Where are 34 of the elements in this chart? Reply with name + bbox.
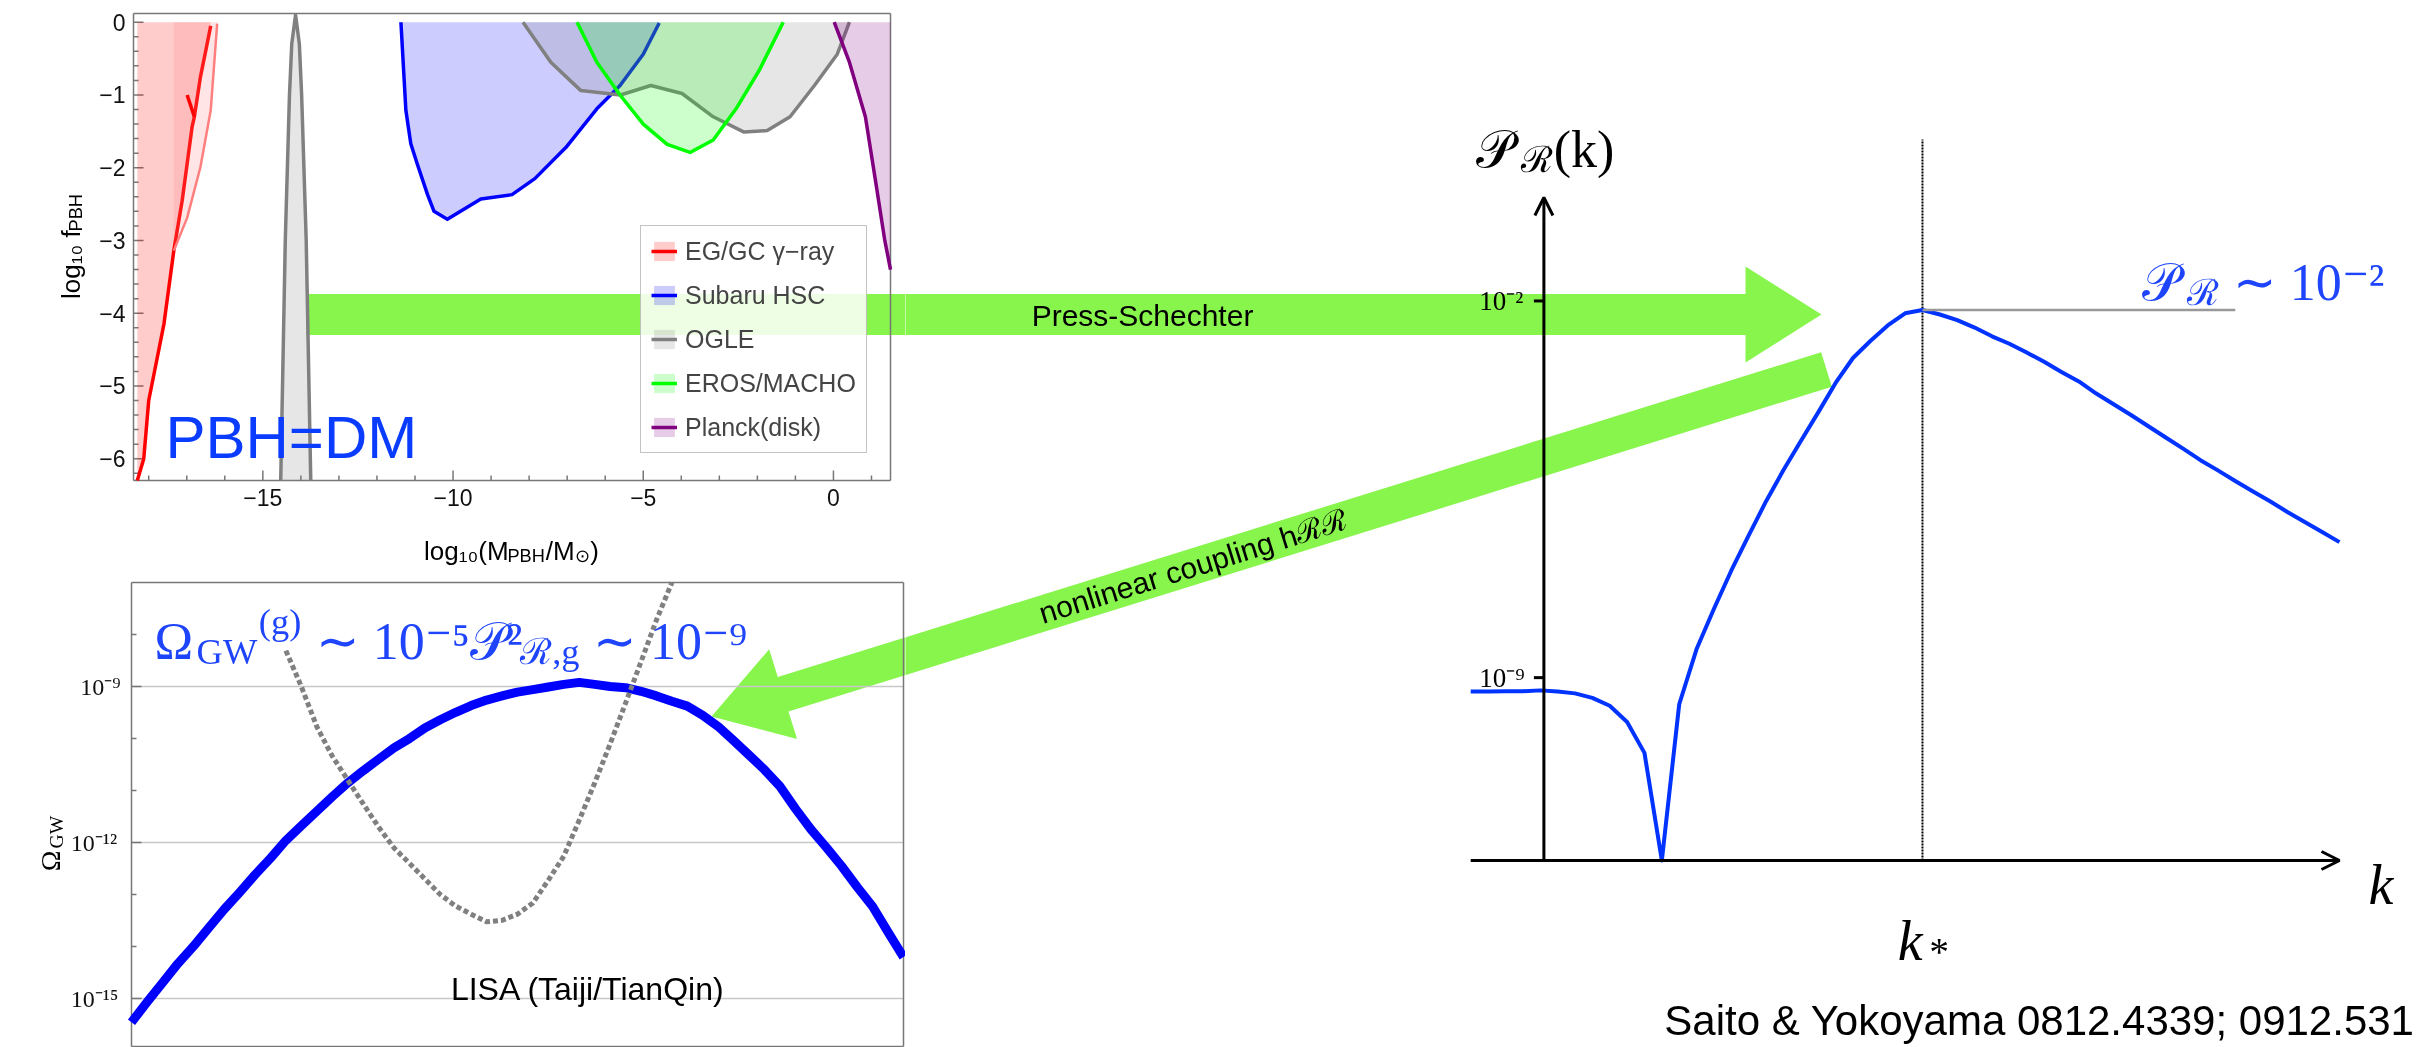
- x-tick-label: −5: [630, 484, 657, 511]
- y-tick-label: −5: [99, 373, 126, 400]
- y-tick-label: −6: [99, 446, 126, 473]
- text: Saito & Yokoyama 0812.4339; 0912.531: [1664, 997, 2414, 1044]
- x-tick-label: −10: [433, 484, 473, 511]
- y-tick-label: −1: [99, 82, 126, 109]
- y-axis-title: ΩGW: [154, 613, 258, 672]
- annotation: 𝒫ℛ ∼ 10⁻²: [2141, 254, 2385, 313]
- y-axis-title: log₁₀ fPBH: [55, 194, 86, 300]
- y-tick-label: −3: [99, 227, 126, 254]
- x-axis-title: log₁₀(MPBH/M⊙): [424, 535, 599, 566]
- y-tick-label: 10⁻⁹: [80, 673, 121, 700]
- y-tick-label: 10⁻¹²: [70, 829, 118, 856]
- y-tick-label: 10⁻²: [1479, 285, 1524, 316]
- text: (g) ∼ 10⁻⁵𝒫²ℛ,g ∼ 10⁻⁹: [258, 601, 748, 672]
- annotation: PBH=DM: [165, 404, 418, 471]
- y-tick-label: 10⁻⁹: [1479, 662, 1525, 693]
- x-tick-label: k*: [1897, 909, 1948, 974]
- legend-label: Planck(disk): [685, 412, 822, 442]
- legend-label: Subaru HSC: [685, 280, 826, 310]
- x-axis-title: k: [2368, 853, 2395, 916]
- y-tick-label: −4: [99, 300, 126, 327]
- legend-label: EG/GC γ−ray: [685, 236, 835, 266]
- series-label: LISA (Taiji/TianQin): [450, 970, 724, 1007]
- legend-label: EROS/MACHO: [685, 368, 856, 398]
- y-tick-label: −2: [99, 155, 126, 182]
- y-axis-title: 𝒫ℛ(k): [1475, 121, 1615, 180]
- x-tick-label: −15: [243, 484, 283, 511]
- text: Press-Schechter: [1031, 299, 1254, 332]
- y-tick-label: 0: [112, 9, 126, 36]
- x-tick-label: 0: [827, 484, 840, 511]
- y-tick-label: 10⁻¹⁵: [70, 985, 119, 1012]
- text: ΩGW: [35, 815, 67, 872]
- legend-label: OGLE: [685, 324, 755, 354]
